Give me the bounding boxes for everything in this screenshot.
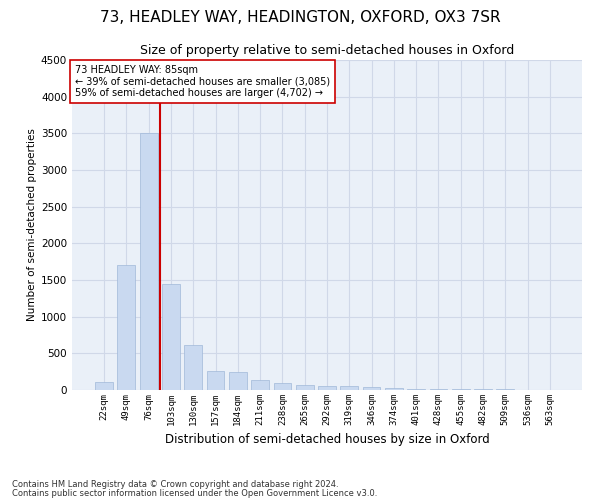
Bar [385,388,403,390]
Bar [206,371,224,390]
Bar [162,284,180,390]
X-axis label: Distribution of semi-detached houses by size in Oxford: Distribution of semi-detached houses by … [164,434,490,446]
Bar [296,385,314,390]
Bar [184,344,202,390]
Bar [251,380,269,390]
Text: 73 HEADLEY WAY: 85sqm
← 39% of semi-detached houses are smaller (3,085)
59% of s: 73 HEADLEY WAY: 85sqm ← 39% of semi-deta… [74,65,329,98]
Bar [140,134,158,390]
Bar [229,372,247,390]
Bar [118,266,136,390]
Text: Contains HM Land Registry data © Crown copyright and database right 2024.: Contains HM Land Registry data © Crown c… [12,480,338,489]
Bar [362,386,380,390]
Bar [340,386,358,390]
Bar [452,389,470,390]
Bar [318,386,336,390]
Title: Size of property relative to semi-detached houses in Oxford: Size of property relative to semi-detach… [140,44,514,58]
Bar [95,382,113,390]
Bar [274,384,292,390]
Text: 73, HEADLEY WAY, HEADINGTON, OXFORD, OX3 7SR: 73, HEADLEY WAY, HEADINGTON, OXFORD, OX3… [100,10,500,25]
Bar [430,389,448,390]
Bar [407,388,425,390]
Text: Contains public sector information licensed under the Open Government Licence v3: Contains public sector information licen… [12,488,377,498]
Y-axis label: Number of semi-detached properties: Number of semi-detached properties [27,128,37,322]
